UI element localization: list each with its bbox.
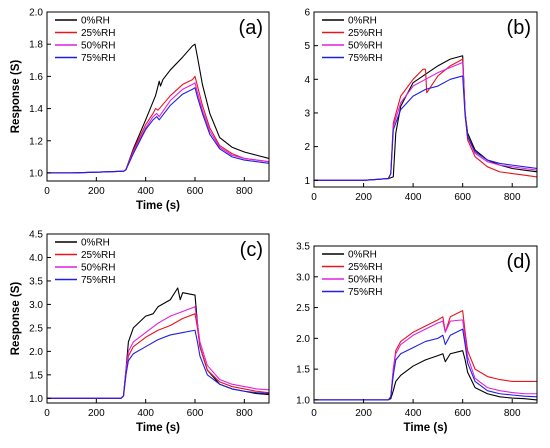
series-line-0pctrh bbox=[314, 350, 537, 401]
series-line-50pctrh bbox=[47, 306, 269, 399]
y-tick-label: 1.4 bbox=[29, 104, 43, 115]
chart-panel-d: 0 200 400 600 800 1.0 1.5 2.0 2.5 3.0 3.5 Time (s) (… bbox=[296, 242, 538, 434]
y-tick-label: 2 bbox=[304, 142, 310, 153]
x-tick-label: 200 bbox=[355, 408, 372, 419]
x-tick-label: 600 bbox=[454, 408, 471, 419]
y-tick-label: 1 bbox=[304, 176, 310, 187]
plot-frame bbox=[46, 233, 270, 404]
x-tick-label: 0 bbox=[44, 186, 50, 197]
y-tick-label: 1.5 bbox=[29, 370, 43, 381]
y-tick-label: 5 bbox=[304, 41, 310, 52]
legend-entry-label: 75%RH bbox=[348, 287, 382, 298]
legend-entry-label: 50%RH bbox=[348, 41, 382, 52]
legend-entry-label: 0%RH bbox=[81, 16, 110, 27]
y-tick-label: 1.6 bbox=[29, 72, 43, 83]
series-line-75pctrh bbox=[47, 329, 269, 399]
x-tick-label: 600 bbox=[187, 186, 204, 197]
x-tick-label: 600 bbox=[454, 192, 471, 203]
y-tick-label: 3.5 bbox=[296, 242, 310, 253]
x-tick-label: 800 bbox=[504, 192, 521, 203]
y-tick-label: 2.0 bbox=[29, 347, 43, 358]
legend-entry-label: 50%RH bbox=[81, 41, 115, 52]
series-line-0pctrh bbox=[47, 287, 269, 399]
x-tick-label: 400 bbox=[137, 408, 154, 419]
y-tick-label: 1.2 bbox=[29, 136, 43, 147]
panel-label: (b) bbox=[507, 17, 531, 39]
x-tick-label: 600 bbox=[187, 408, 204, 419]
x-tick-label: 0 bbox=[311, 408, 317, 419]
legend-entry-label: 25%RH bbox=[348, 262, 382, 273]
chart-panel-c: 0 200 400 600 800 1.0 1.5 2.0 2.5 3.0 3.5 4.0 4.5 Tim… bbox=[10, 230, 270, 434]
plot-frame bbox=[46, 11, 270, 182]
legend-entry-label: 75%RH bbox=[81, 53, 115, 64]
y-tick-label: 4 bbox=[304, 75, 310, 86]
series-line-25pctrh bbox=[47, 75, 269, 174]
legend-entry-label: 0%RH bbox=[348, 16, 377, 27]
x-tick-label: 800 bbox=[504, 408, 521, 419]
x-tick-label: 200 bbox=[88, 186, 105, 197]
series-line-75pctrh bbox=[314, 328, 537, 401]
y-tick-label: 1.8 bbox=[29, 40, 43, 51]
y-tick-label: 1.0 bbox=[29, 168, 43, 179]
legend-entry-label: 25%RH bbox=[81, 250, 115, 261]
x-tick-label: 200 bbox=[88, 408, 105, 419]
y-axis-label: Response (S) bbox=[10, 60, 22, 134]
y-tick-label: 1.5 bbox=[296, 365, 310, 376]
y-axis-label: Response (S) bbox=[10, 282, 22, 356]
y-tick-label: 2.0 bbox=[296, 334, 310, 345]
y-tick-label: 3 bbox=[304, 108, 310, 119]
panel-label: (d) bbox=[507, 251, 531, 273]
x-axis-label: Time (s) bbox=[136, 422, 180, 434]
series-line-75pctrh bbox=[314, 75, 537, 181]
y-tick-label: 3.5 bbox=[29, 276, 43, 287]
x-tick-label: 0 bbox=[44, 408, 50, 419]
y-tick-label: 2.5 bbox=[296, 303, 310, 314]
legend-entry-label: 50%RH bbox=[348, 275, 382, 286]
legend-entry-label: 50%RH bbox=[81, 263, 115, 274]
y-tick-label: 3.0 bbox=[29, 300, 43, 311]
y-tick-label: 1.0 bbox=[296, 395, 310, 406]
plot-frame bbox=[313, 245, 538, 404]
x-axis-label: Time (s) bbox=[404, 422, 448, 434]
x-tick-label: 400 bbox=[405, 192, 422, 203]
x-tick-label: 0 bbox=[311, 192, 317, 203]
y-tick-label: 6 bbox=[304, 8, 310, 19]
y-tick-label: 1.0 bbox=[29, 394, 43, 405]
series-line-50pctrh bbox=[314, 61, 537, 181]
x-tick-label: 800 bbox=[236, 408, 253, 419]
legend-entry-label: 0%RH bbox=[81, 238, 110, 249]
legend-entry-label: 75%RH bbox=[348, 53, 382, 64]
y-tick-label: 2.0 bbox=[29, 8, 43, 19]
x-tick-label: 800 bbox=[236, 186, 253, 197]
legend-entry-label: 25%RH bbox=[348, 28, 382, 39]
legend-entry-label: 25%RH bbox=[81, 28, 115, 39]
x-axis-label: Time (s) bbox=[136, 200, 180, 212]
x-tick-label: 200 bbox=[355, 192, 372, 203]
series-line-25pctrh bbox=[314, 310, 537, 401]
y-tick-label: 3.0 bbox=[296, 272, 310, 283]
y-tick-label: 4.5 bbox=[29, 230, 43, 241]
x-tick-label: 400 bbox=[405, 408, 422, 419]
panel-label: (a) bbox=[239, 17, 263, 39]
x-tick-label: 400 bbox=[137, 186, 154, 197]
series-line-75pctrh bbox=[47, 87, 269, 174]
series-line-25pctrh bbox=[314, 58, 537, 181]
panel-label: (c) bbox=[240, 239, 263, 261]
legend-entry-label: 75%RH bbox=[81, 275, 115, 286]
plot-frame bbox=[313, 11, 538, 188]
y-tick-label: 4.0 bbox=[29, 253, 43, 264]
chart-panel-a: 0 200 400 600 800 1.0 1.2 1.4 1.6 1.8 2.0 Time (s) R… bbox=[10, 8, 270, 212]
y-tick-label: 2.5 bbox=[29, 323, 43, 334]
legend-entry-label: 0%RH bbox=[348, 250, 377, 261]
series-line-25pctrh bbox=[47, 313, 269, 399]
series-line-50pctrh bbox=[47, 82, 269, 174]
